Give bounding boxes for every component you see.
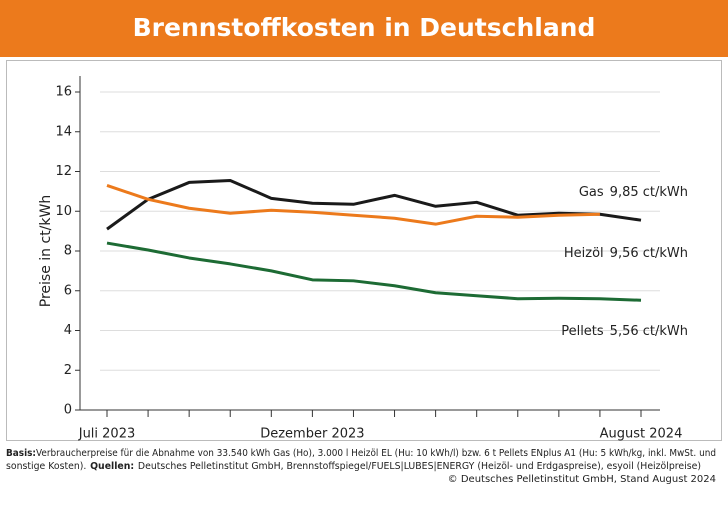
y-tick-label: 10 xyxy=(55,204,72,219)
footnote-line: Basis:Verbraucherpreise für die Abnahme … xyxy=(6,448,716,459)
legend-name: Pellets xyxy=(561,324,604,339)
legend-value: 5,56 ct/kWh xyxy=(610,324,688,339)
footnote-label: Quellen: xyxy=(90,461,134,472)
copyright: © Deutsches Pelletinstitut GmbH, Stand A… xyxy=(448,474,716,485)
y-tick-label: 6 xyxy=(64,283,72,298)
chart-frame xyxy=(6,60,722,441)
series-line xyxy=(106,183,600,226)
x-tick-label: Juli 2023 xyxy=(78,427,136,442)
y-tick-label: 2 xyxy=(64,363,72,378)
header-bar xyxy=(0,0,728,57)
y-tick-label: 16 xyxy=(55,85,72,100)
y-tick-label: 0 xyxy=(64,403,72,418)
x-tick-label: Dezember 2023 xyxy=(260,427,364,442)
footnote-text: Verbraucherpreise für die Abnahme von 33… xyxy=(36,448,716,459)
footnote-label: Basis: xyxy=(6,448,36,459)
series-label: Pellets 5,56 ct/kWh xyxy=(561,324,688,339)
series-label: Heizöl 9,56 ct/kWh xyxy=(564,246,688,261)
legend-name: Heizöl xyxy=(564,246,604,261)
series-line xyxy=(106,178,642,231)
legend-name: Gas xyxy=(579,185,604,200)
x-tick-label: August 2024 xyxy=(600,427,683,442)
footnote-text: Deutsches Pelletinstitut GmbH, Brennstof… xyxy=(138,461,701,472)
y-tick-label: 14 xyxy=(55,124,72,139)
y-tick-label: 12 xyxy=(55,164,72,179)
footnote-text: sonstige Kosten). xyxy=(6,461,86,472)
y-axis-label: Preise in ct/kWh xyxy=(38,195,54,307)
series-label: Gas 9,85 ct/kWh xyxy=(579,185,688,200)
y-tick-label: 4 xyxy=(64,323,72,338)
legend-value: 9,85 ct/kWh xyxy=(610,185,688,200)
footnote-line: sonstige Kosten). Quellen: Deutsches Pelle… xyxy=(6,461,701,472)
chart-title: Brennstoffkosten in Deutschland xyxy=(133,13,596,42)
series-line xyxy=(106,241,642,302)
y-tick-label: 8 xyxy=(64,244,72,259)
legend-value: 9,56 ct/kWh xyxy=(610,246,688,261)
